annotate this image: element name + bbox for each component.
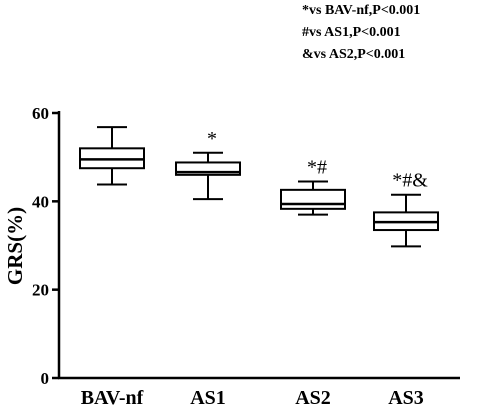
legend-line-3: &vs AS2,P<0.001 [302, 47, 405, 62]
significance-marker: *# [307, 156, 327, 178]
y-tick-label: 20 [32, 281, 49, 300]
box-plot-as1: * [175, 128, 241, 201]
box-plot-bav-nf [79, 126, 145, 186]
y-tick-label: 0 [41, 369, 50, 388]
box-plot-as3: *#& [373, 170, 439, 248]
x-category-label: AS2 [295, 387, 331, 409]
significance-marker: * [207, 128, 217, 150]
significance-marker: *#& [392, 170, 428, 192]
y-tick-label: 60 [32, 104, 49, 123]
y-tick-label: 40 [32, 192, 49, 211]
box-plot-as2: *# [280, 156, 346, 216]
x-category-label: AS1 [190, 387, 226, 409]
x-category-label: AS3 [388, 387, 424, 409]
y-axis-label: GRS(%) [3, 207, 27, 285]
iqr-box [280, 188, 346, 210]
legend-line-2: #vs AS1,P<0.001 [302, 25, 401, 40]
x-category-label: BAV-nf [81, 387, 144, 409]
legend-line-1: *vs BAV-nf,P<0.001 [302, 3, 420, 18]
